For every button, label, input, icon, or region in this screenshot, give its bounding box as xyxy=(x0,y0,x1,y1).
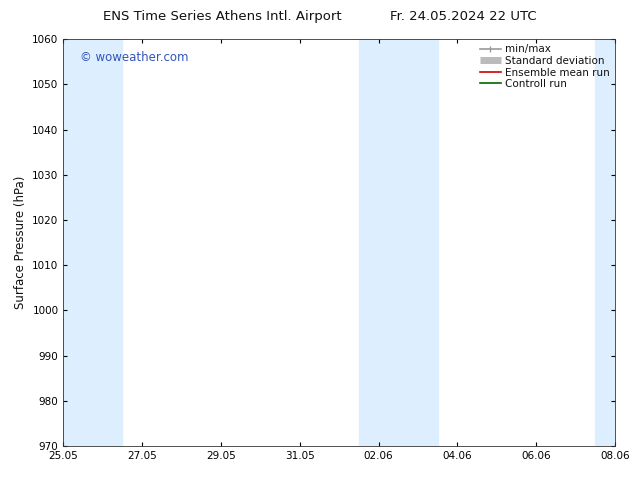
Bar xyxy=(595,39,634,446)
Y-axis label: Surface Pressure (hPa): Surface Pressure (hPa) xyxy=(14,176,27,309)
Legend: min/max, Standard deviation, Ensemble mean run, Controll run: min/max, Standard deviation, Ensemble me… xyxy=(478,42,612,91)
Bar xyxy=(359,39,437,446)
Bar xyxy=(44,39,122,446)
Text: Fr. 24.05.2024 22 UTC: Fr. 24.05.2024 22 UTC xyxy=(389,10,536,23)
Text: © woweather.com: © woweather.com xyxy=(80,51,188,64)
Text: ENS Time Series Athens Intl. Airport: ENS Time Series Athens Intl. Airport xyxy=(103,10,341,23)
